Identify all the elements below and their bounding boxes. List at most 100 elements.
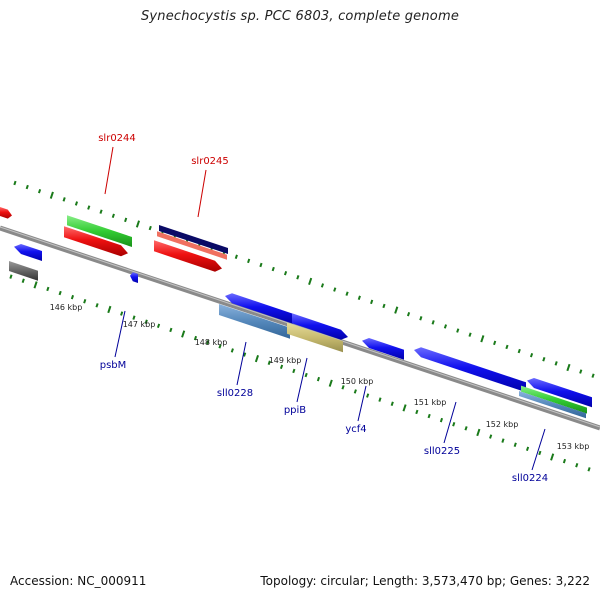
reverse-cds	[362, 338, 404, 360]
gc-dot	[193, 335, 198, 341]
gc-dot	[513, 442, 517, 447]
gc-dot	[46, 286, 50, 292]
gc-dot	[439, 417, 444, 423]
gc-dot	[501, 438, 505, 443]
gc-dot	[390, 401, 394, 406]
feature-track	[0, 207, 592, 419]
gc-dot	[95, 303, 99, 308]
gc-dot	[476, 428, 481, 437]
gene-label-sll0228: sll0228	[217, 388, 253, 399]
gc-dot	[99, 209, 103, 214]
gc-dot	[58, 290, 62, 296]
tick-label: 146 kbp	[50, 303, 83, 312]
gc-dot	[25, 184, 29, 190]
map-title: Synechocystis sp. PCC 6803, complete gen…	[140, 9, 460, 24]
gc-dot	[254, 355, 260, 363]
forward-cds	[0, 207, 12, 219]
tick-label: 149 kbp	[269, 356, 302, 365]
gc-dot	[181, 330, 186, 338]
gc-dot	[296, 275, 300, 280]
gc-dot	[304, 372, 308, 378]
tick-label: 147 kbp	[123, 320, 156, 329]
gc-dot	[402, 404, 407, 412]
gc-dot	[378, 397, 382, 402]
gc-dot	[169, 327, 173, 333]
gc-dot	[120, 311, 124, 316]
leader-line	[357, 385, 367, 422]
gc-dot	[87, 205, 91, 210]
gc-dot	[566, 363, 571, 372]
reverse-cds	[14, 244, 42, 261]
feature-gray	[9, 261, 38, 281]
gc-dot	[279, 364, 284, 370]
gc-dot	[464, 426, 468, 431]
gc-dot	[267, 360, 271, 365]
gc-dot	[135, 220, 141, 228]
gc-dot	[206, 340, 210, 345]
gc-dot	[230, 348, 234, 353]
gc-skew-dots-inner	[9, 274, 591, 472]
gc-dot	[382, 303, 386, 309]
gc-dot	[357, 295, 361, 300]
gc-dot	[456, 328, 460, 333]
feature-green	[67, 215, 132, 247]
gc-dot	[144, 319, 148, 324]
gene-label-sll0224: sll0224	[512, 473, 548, 484]
tick-labels: 146 kbp 147 kbp 148 kbp 149 kbp 150 kbp 151 k…	[50, 303, 590, 451]
gene-label-ppiB: ppiB	[284, 405, 306, 416]
gc-dot	[370, 299, 374, 305]
gc-dot	[333, 287, 337, 292]
gc-dot	[591, 373, 595, 378]
gc-dot	[427, 413, 431, 419]
leader-line	[443, 401, 457, 444]
tick-label: 148 kbp	[195, 338, 228, 347]
gc-dot	[13, 180, 17, 186]
leader-line	[114, 310, 126, 358]
gc-dot	[525, 446, 530, 452]
accession-label: Accession: NC_000911	[10, 574, 147, 588]
leader-line	[296, 357, 308, 403]
gc-dot	[316, 376, 321, 382]
genome-summary: Topology: circular; Length: 3,573,470 bp…	[260, 574, 590, 588]
gc-dot	[259, 262, 263, 268]
gene-label-sll0225: sll0225	[424, 446, 460, 457]
gc-dot	[431, 320, 435, 325]
leader-line	[104, 146, 114, 195]
gc-dot	[579, 369, 583, 374]
gc-dot	[419, 316, 423, 321]
reverse-cds	[225, 293, 293, 324]
feature-steel	[519, 391, 586, 419]
gene-labels: slr0244 slr0245 psbM sll0228 ppiB ycf4 sll0225…	[98, 133, 548, 484]
reverse-cds	[130, 272, 138, 283]
leader-line	[197, 169, 207, 218]
gc-dot	[70, 294, 75, 300]
feature-green	[521, 385, 587, 414]
gc-dot	[345, 291, 349, 296]
gc-dot	[33, 281, 38, 289]
gc-dot	[415, 409, 419, 415]
forward-cds	[154, 240, 222, 272]
gc-dot	[107, 305, 112, 314]
gc-dot	[247, 258, 251, 264]
gene-label-slr0244: slr0244	[98, 133, 136, 144]
feature-khaki	[287, 322, 343, 353]
gc-dot	[406, 311, 411, 317]
leader-line	[531, 428, 546, 471]
gc-skew-dots-outer	[13, 180, 595, 378]
tick-label: 151 kbp	[414, 398, 447, 407]
gc-dot	[505, 344, 509, 350]
tick-label: 150 kbp	[341, 377, 374, 386]
gc-dot	[320, 283, 325, 288]
gc-dot	[562, 458, 567, 464]
gc-dot	[283, 270, 288, 276]
feature-navy	[159, 225, 228, 254]
gc-dot	[292, 368, 296, 374]
gc-dot	[271, 266, 275, 272]
gc-dot	[575, 463, 579, 468]
gc-dot	[37, 188, 42, 194]
forward-cds	[64, 226, 128, 257]
gc-dot	[243, 352, 247, 357]
gc-dot	[124, 217, 128, 223]
gc-dot	[83, 299, 87, 304]
leader-line	[236, 341, 247, 386]
